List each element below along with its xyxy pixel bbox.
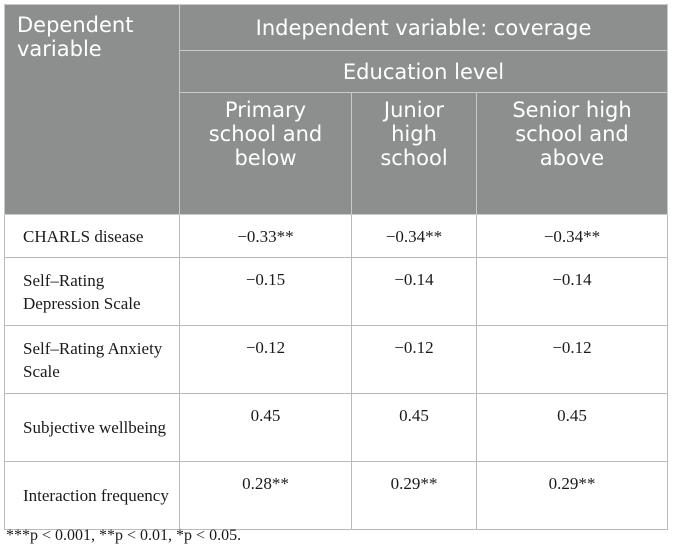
table-cell: −0.34** xyxy=(351,214,477,258)
table-header: Dependent variable Independent variable:… xyxy=(4,4,668,215)
table-row: Self–Rating Depression Scale −0.15 −0.14… xyxy=(4,257,668,326)
table-cell: −0.12 xyxy=(179,325,352,394)
table-cell: −0.14 xyxy=(476,257,668,326)
table-row: Interaction frequency 0.28** 0.29** 0.29… xyxy=(4,461,668,530)
table-cell: 0.45 xyxy=(351,393,477,462)
table-cell: 0.28** xyxy=(179,461,352,530)
table-cell: 0.45 xyxy=(179,393,352,462)
row-label: Subjective wellbeing xyxy=(4,393,180,462)
results-table: Dependent variable Independent variable:… xyxy=(4,4,668,530)
table-row: Self–Rating Anxiety Scale −0.12 −0.12 −0… xyxy=(4,325,668,394)
row-label: Self–Rating Depression Scale xyxy=(4,257,180,326)
education-level-header: Education level xyxy=(179,50,668,93)
row-label: Self–Rating Anxiety Scale xyxy=(4,325,180,394)
table-cell: −0.14 xyxy=(351,257,477,326)
dependent-variable-header: Dependent variable xyxy=(4,4,180,215)
column-header-senior: Senior high school and above xyxy=(476,92,668,215)
table-cell: −0.12 xyxy=(476,325,668,394)
row-label: Interaction frequency xyxy=(4,461,180,530)
table-cell: 0.45 xyxy=(476,393,668,462)
table-row: Subjective wellbeing 0.45 0.45 0.45 xyxy=(4,393,668,462)
table-cell: 0.29** xyxy=(351,461,477,530)
independent-variable-header: Independent variable: coverage xyxy=(179,4,668,51)
table-cell: −0.34** xyxy=(476,214,668,258)
column-header-primary: Primary school and below xyxy=(179,92,352,215)
row-label: CHARLS disease xyxy=(4,214,180,258)
table-cell: −0.33** xyxy=(179,214,352,258)
table-row: CHARLS disease −0.33** −0.34** −0.34** xyxy=(4,214,668,258)
table-cell: −0.15 xyxy=(179,257,352,326)
table-cell: −0.12 xyxy=(351,325,477,394)
footnote: ***p < 0.001, **p < 0.01, *p < 0.05. xyxy=(6,527,242,544)
table-cell: 0.29** xyxy=(476,461,668,530)
column-header-junior: Junior high school xyxy=(351,92,477,215)
